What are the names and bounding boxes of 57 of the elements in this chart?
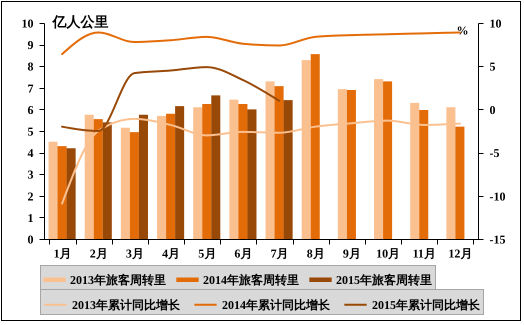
y-tick-label: 5 bbox=[28, 124, 34, 138]
bar bbox=[130, 132, 139, 239]
y2-tick-label: -10 bbox=[490, 189, 506, 204]
y-tick-label: 4 bbox=[28, 146, 34, 160]
y-tick-label: 9 bbox=[28, 38, 34, 52]
bar bbox=[58, 146, 67, 239]
y2-tick-label: 10 bbox=[490, 16, 502, 30]
y-tick-label: 10 bbox=[22, 16, 34, 30]
x-tick-label: 4月 bbox=[162, 246, 180, 260]
x-tick-label: 10月 bbox=[376, 246, 400, 260]
y2-axis-title: % bbox=[456, 24, 468, 38]
x-tick-label: 2月 bbox=[90, 246, 108, 260]
bar bbox=[238, 104, 248, 239]
bar bbox=[166, 114, 176, 239]
legend-label: 2014年旅客周转里 bbox=[203, 272, 299, 287]
y-tick-label: 6 bbox=[28, 102, 34, 117]
x-tick-label: 1月 bbox=[54, 246, 72, 260]
bar bbox=[175, 106, 184, 239]
bar bbox=[346, 90, 356, 239]
x-tick-label: 9月 bbox=[342, 246, 361, 260]
legend-label: 2013年旅客周转里 bbox=[70, 272, 166, 287]
bar bbox=[419, 110, 428, 239]
y2-tick-label: 0 bbox=[490, 102, 496, 117]
bar bbox=[284, 100, 293, 239]
legend-label: 2015年旅客周转里 bbox=[336, 272, 432, 287]
x-tick-label: 3月 bbox=[126, 246, 144, 260]
legend-label: 2015年累计同比增长 bbox=[372, 298, 481, 312]
legend-label: 2013年累计同比增长 bbox=[72, 298, 181, 312]
bar bbox=[455, 126, 464, 239]
bar bbox=[202, 104, 212, 239]
x-tick-label: 7月 bbox=[270, 246, 289, 260]
y-tick-label: 2 bbox=[28, 189, 34, 204]
x-tick-label: 12月 bbox=[448, 246, 472, 260]
y-tick-label: 1 bbox=[28, 210, 34, 225]
bar bbox=[138, 114, 148, 239]
y-tick-label: 7 bbox=[28, 81, 34, 96]
x-tick-label: 11月 bbox=[412, 246, 436, 260]
y2-tick-label: -15 bbox=[490, 232, 506, 246]
bar bbox=[48, 142, 58, 239]
bar bbox=[211, 95, 220, 239]
bar bbox=[247, 109, 256, 239]
x-tick-label: 6月 bbox=[234, 246, 252, 260]
bar bbox=[120, 128, 130, 239]
y-tick-label: 3 bbox=[28, 168, 34, 182]
bar bbox=[274, 86, 284, 239]
bar bbox=[310, 54, 320, 239]
x-tick-label: 8月 bbox=[306, 246, 325, 260]
y2-tick-label: 5 bbox=[490, 60, 496, 74]
bar bbox=[66, 148, 76, 239]
y-tick-label: 0 bbox=[28, 232, 34, 246]
bar bbox=[383, 81, 392, 239]
y2-tick-label: -5 bbox=[490, 146, 500, 160]
legend-label: 2014年累计同比增长 bbox=[222, 298, 331, 312]
y-axis-title: 亿人公里 bbox=[52, 14, 108, 30]
bar bbox=[94, 119, 103, 239]
x-tick-label: 5月 bbox=[198, 246, 216, 260]
y-tick-label: 8 bbox=[28, 60, 34, 74]
